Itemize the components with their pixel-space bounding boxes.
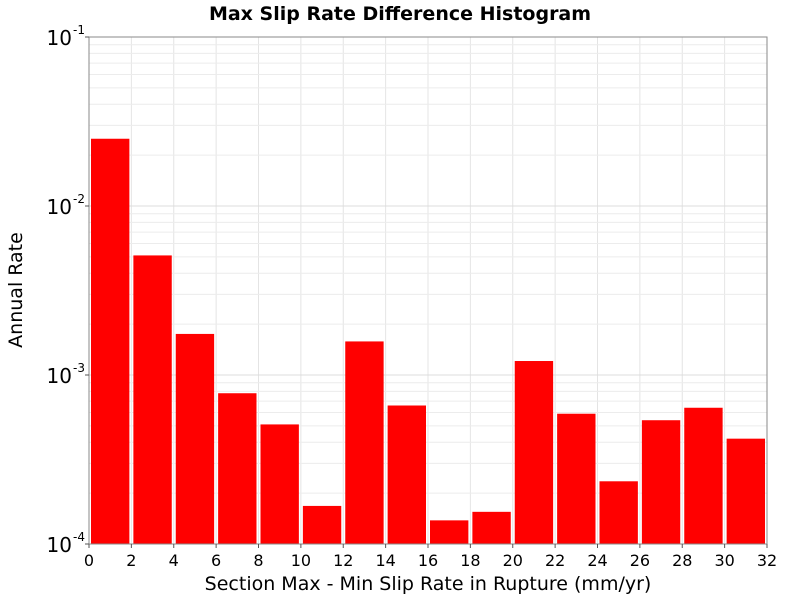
histogram-bar (133, 255, 172, 544)
x-tick-label: 12 (333, 551, 353, 570)
histogram-bar (684, 407, 723, 544)
x-tick-label: 8 (253, 551, 263, 570)
x-tick-label: 26 (630, 551, 650, 570)
x-axis-ticks: 0 2 4 6 8 10 12 14 16 18 20 22 24 26 28 30 32 (84, 544, 777, 570)
x-tick-label: 10 (291, 551, 311, 570)
x-tick-label: 16 (418, 551, 438, 570)
histogram-bar (260, 424, 299, 544)
y-tick-exponent: -3 (73, 361, 85, 375)
histogram-bar (726, 438, 765, 544)
x-tick-label: 32 (757, 551, 777, 570)
histogram-bar (387, 405, 426, 544)
x-tick-label: 28 (672, 551, 692, 570)
y-tick-exponent: -1 (73, 23, 85, 37)
y-tick-label: 10 (47, 195, 72, 219)
y-tick-label: 10 (47, 364, 72, 388)
histogram-bar (599, 481, 638, 544)
histogram-bar (218, 393, 257, 544)
x-tick-label: 30 (714, 551, 734, 570)
x-tick-label: 20 (503, 551, 523, 570)
histogram-bar (91, 138, 130, 544)
x-tick-label: 22 (545, 551, 565, 570)
x-axis-label: Section Max - Min Slip Rate in Rupture (… (205, 573, 652, 595)
histogram-bar (557, 413, 596, 544)
x-tick-label: 14 (375, 551, 395, 570)
x-tick-label: 18 (460, 551, 480, 570)
x-tick-label: 0 (84, 551, 94, 570)
y-tick-exponent: -2 (73, 192, 85, 206)
y-tick-exponent: -4 (73, 530, 85, 544)
histogram-bar (175, 333, 215, 544)
grid (89, 37, 767, 544)
bars (91, 138, 765, 544)
histogram-bar (430, 520, 469, 544)
y-tick-label: 10 (47, 533, 72, 557)
chart-title: Max Slip Rate Difference Histogram (209, 3, 591, 25)
y-axis-ticks: 10-410-310-210-1 (47, 23, 89, 557)
y-axis-label: Annual Rate (5, 232, 27, 348)
histogram-bar (514, 361, 554, 544)
y-tick-label: 10 (47, 26, 72, 50)
histogram-bar (302, 505, 342, 544)
histogram-bar (641, 420, 681, 544)
x-tick-label: 24 (587, 551, 607, 570)
x-tick-label: 6 (211, 551, 221, 570)
x-tick-label: 4 (169, 551, 179, 570)
x-tick-label: 2 (126, 551, 136, 570)
histogram-bar (472, 511, 511, 544)
histogram-bar (345, 341, 384, 544)
